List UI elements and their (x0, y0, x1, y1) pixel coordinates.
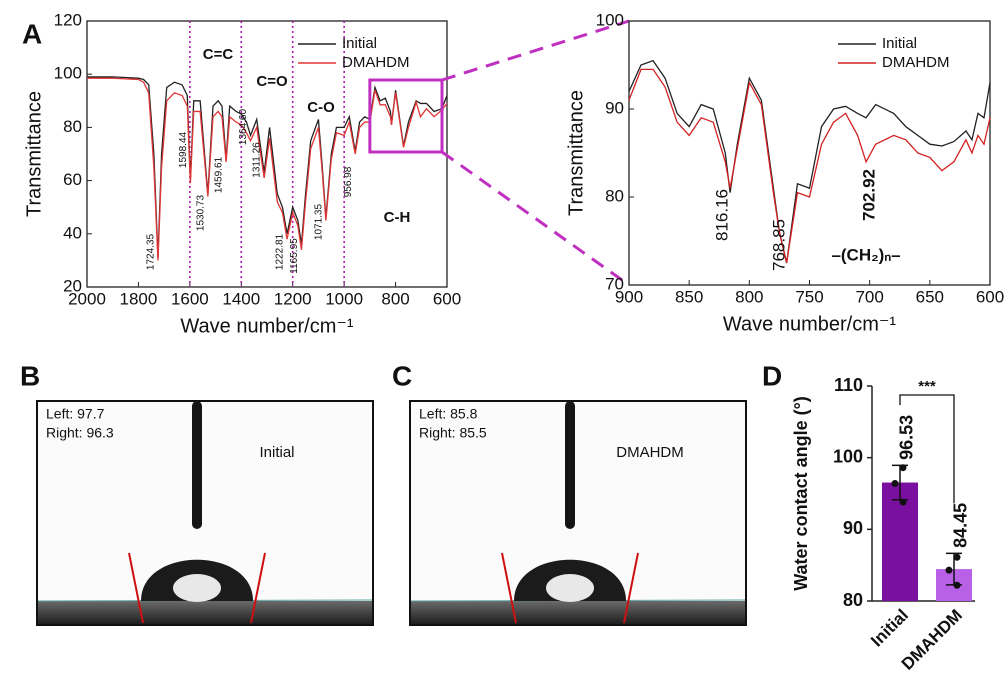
legend-label: Initial (342, 35, 377, 52)
x-axis-label: Wave number/cm⁻¹ (180, 315, 354, 337)
y-tick-label: 100 (596, 10, 624, 29)
data-point (891, 479, 899, 487)
x-tick-label: 850 (675, 287, 703, 306)
tangent (623, 552, 639, 624)
y-tick-label: 80 (843, 590, 863, 610)
peak-label: 1071.35 (313, 203, 324, 240)
x-tick-label: 650 (916, 287, 944, 306)
peak-label: 1459.61 (214, 156, 225, 193)
peak-label: 1364.60 (238, 108, 249, 145)
legend-label: Initial (882, 35, 917, 52)
y-tick-label: 20 (63, 276, 82, 295)
legend-label: DMAHDM (342, 54, 410, 71)
x-tick-label: 2000 (68, 289, 106, 308)
zoom-box (368, 78, 444, 154)
peak-label: 702.92 (860, 169, 879, 221)
tangent (250, 552, 266, 624)
angle-right: Right: 96.3 (46, 425, 114, 441)
droplet-highlight (173, 574, 221, 602)
region-label: C-H (384, 209, 411, 226)
x-tick-label: 600 (976, 287, 1004, 306)
y-tick-label: 100 (833, 446, 863, 466)
panel-label: C (392, 360, 412, 391)
y-tick-label: 90 (843, 518, 863, 538)
peak-label: 1311.26 (252, 142, 263, 178)
y-tick-label: 100 (54, 64, 82, 83)
tangent (501, 552, 517, 624)
angle-left: Left: 97.7 (46, 406, 105, 422)
ground (38, 601, 372, 624)
series-line (628, 59, 991, 264)
peak-label: 1724.35 (146, 233, 157, 270)
x-tick-label: 1000 (325, 289, 363, 308)
series-line (87, 76, 448, 258)
data-point (953, 553, 961, 561)
peak-label: 768.85 (769, 219, 788, 271)
needle (192, 401, 202, 529)
x-tick-label: 700 (855, 287, 883, 306)
photo-label: Initial (259, 444, 294, 461)
region-label: C=O (256, 73, 288, 90)
series-line (87, 77, 448, 261)
formula: –(CH₂)ₙ– (831, 245, 900, 264)
data-point (899, 498, 907, 506)
x-tick-label: 1200 (274, 289, 312, 308)
x-tick-label: 1600 (171, 289, 209, 308)
panel-label: A (22, 18, 42, 49)
legend-label: DMAHDM (882, 54, 950, 71)
peak-label: 956.98 (343, 166, 354, 197)
x-tick-label: 800 (381, 289, 409, 308)
series-line (628, 68, 991, 264)
peak-label: 816.16 (712, 189, 731, 241)
droplet-highlight (546, 574, 594, 602)
ground (411, 601, 745, 624)
y-axis-label: Transmittance (565, 90, 587, 216)
y-tick-label: 80 (605, 186, 624, 205)
value-label: 96.53 (897, 415, 917, 460)
angle-right: Right: 85.5 (419, 425, 487, 441)
x-tick-label: Initial (867, 606, 912, 651)
peak-label: 1222.81 (274, 233, 285, 270)
needle (565, 401, 575, 529)
data-point (899, 464, 907, 472)
y-axis-label: Transmittance (23, 91, 45, 217)
peak-label: 1598.44 (178, 131, 189, 168)
peak-label: 1165.95 (289, 238, 300, 274)
region-label: C=C (203, 46, 234, 63)
y-tick-label: 110 (834, 375, 863, 395)
significance-bracket (899, 394, 955, 504)
y-tick-label: 40 (63, 223, 82, 242)
y-tick-label: 60 (63, 170, 82, 189)
tangent (128, 552, 144, 624)
x-tick-label: 600 (433, 289, 461, 308)
photo-label: DMAHDM (616, 444, 684, 461)
x-tick-label: 800 (735, 287, 763, 306)
y-tick-label: 90 (605, 98, 624, 117)
x-tick-label: 1800 (120, 289, 158, 308)
panel-label: B (20, 360, 40, 391)
value-label: 84.45 (951, 503, 971, 548)
y-tick-label: 80 (63, 117, 82, 136)
angle-left: Left: 85.8 (419, 406, 478, 422)
y-axis-label: Water contact angle (°) (791, 396, 811, 591)
y-tick-label: 120 (54, 10, 82, 29)
x-axis-label: Wave number/cm⁻¹ (723, 313, 897, 335)
data-point (945, 566, 953, 574)
region-label: C-O (307, 99, 335, 116)
data-point (953, 581, 961, 589)
panel-label: D (762, 360, 782, 391)
x-tick-label: 1400 (222, 289, 260, 308)
x-tick-label: 900 (615, 287, 643, 306)
x-tick-label: 750 (795, 287, 823, 306)
zoom-connector (441, 150, 630, 287)
y-tick-label: 70 (605, 274, 624, 293)
peak-label: 1530.73 (195, 194, 206, 231)
significance-label: *** (918, 378, 936, 395)
zoom-connector (441, 19, 630, 82)
